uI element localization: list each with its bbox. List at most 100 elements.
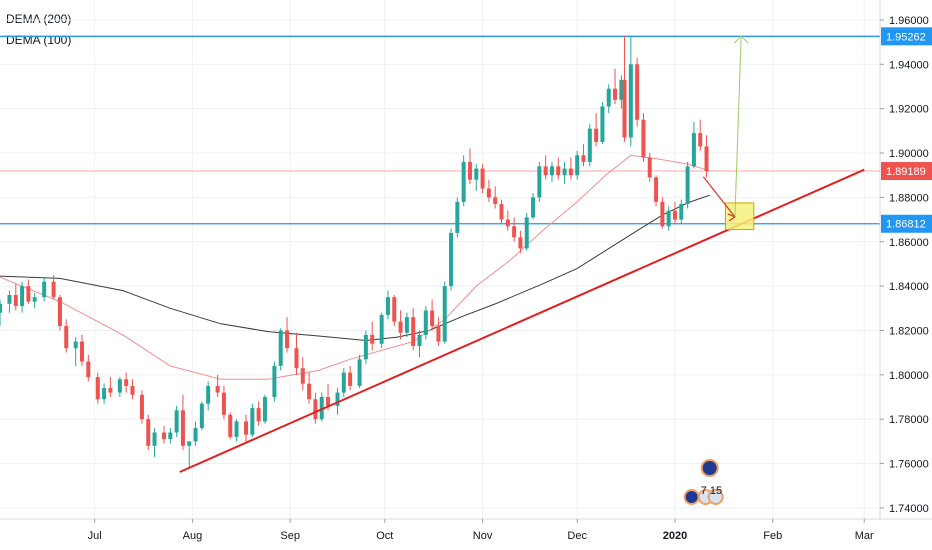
y-tick-label: 1.76000 [889, 459, 929, 471]
candle-body [7, 294, 12, 304]
candle-body [250, 408, 255, 435]
candle-body [152, 432, 157, 446]
candle-body [474, 168, 479, 180]
projection-arrow-up [734, 36, 742, 217]
arrowhead-up [733, 35, 749, 44]
candle-body [228, 414, 233, 437]
price-tag-support: 1.86812 [881, 214, 932, 233]
price-tag-resistance: 1.95262 [881, 27, 932, 46]
candle-body [206, 385, 211, 404]
projection-arrow-down [702, 176, 736, 218]
y-tick-label: 1.74000 [889, 503, 929, 515]
x-tick-label: Dec [567, 530, 587, 542]
candle-body [442, 286, 447, 342]
candle-body [307, 383, 312, 400]
candle-body [256, 408, 261, 422]
candle-body [543, 166, 548, 176]
candle-body [486, 188, 491, 198]
y-tick-label: 1.84000 [889, 281, 929, 293]
candle-body [512, 226, 517, 238]
candle-body [436, 326, 441, 342]
y-tick-label: 1.80000 [889, 370, 929, 382]
x-tick-label: Mar [855, 530, 874, 542]
candle-body [518, 237, 523, 249]
candle-body [704, 146, 709, 172]
y-tick-label: 1.94000 [889, 59, 929, 71]
candle-body [20, 286, 25, 307]
candle-body [146, 419, 151, 446]
candle-body [480, 168, 485, 189]
candle-body [628, 64, 633, 138]
candle-body [404, 317, 409, 333]
candle-body [654, 177, 659, 202]
candle-body [379, 314, 384, 344]
candle-body [64, 326, 69, 349]
candle-body [348, 372, 353, 386]
x-tick-label: Jul [88, 530, 102, 542]
candle-body [335, 392, 340, 406]
candle-body [531, 197, 536, 218]
candle-body [272, 365, 277, 398]
candle-body [562, 168, 567, 176]
candle-body [672, 210, 677, 220]
candle-body [130, 385, 135, 395]
candle-body [174, 410, 179, 433]
price-tag-last: 1.89189 [881, 162, 932, 181]
candle-body [660, 201, 665, 227]
y-tick-label: 1.90000 [889, 148, 929, 160]
candle-body [51, 281, 56, 298]
candle-body [635, 64, 640, 120]
candle-body [499, 204, 504, 220]
y-tick-label: 1.92000 [889, 104, 929, 116]
candle-body [698, 133, 703, 147]
candle-body [357, 359, 362, 386]
x-tick-label: Sep [280, 530, 300, 542]
candle-body [108, 388, 113, 393]
candle-body [679, 204, 684, 220]
candle-body [199, 403, 204, 429]
candle-body [13, 294, 18, 307]
candle-body [493, 197, 498, 205]
candle-body [102, 388, 107, 400]
candle-body [215, 385, 220, 393]
candle-body [423, 310, 428, 335]
candle-body [341, 372, 346, 393]
price-tag-last-bg [881, 162, 932, 181]
candle-body [587, 128, 592, 162]
candle-body [641, 119, 646, 158]
candle-body [568, 168, 573, 176]
candle-body [262, 397, 267, 422]
candle-body [461, 161, 466, 202]
candle-body [606, 88, 611, 107]
legend-dema-200[interactable]: DEMA (200) [6, 12, 72, 26]
candle-body [193, 428, 198, 442]
x-tick-label: Oct [376, 530, 393, 542]
candle-body [86, 361, 91, 378]
candle-body [411, 317, 416, 346]
support-trendline [179, 168, 865, 473]
y-tick-label: 1.96000 [889, 15, 929, 27]
candle-body [622, 79, 627, 138]
candle-body [162, 432, 167, 440]
candle-body [430, 310, 435, 327]
price-tag-support-text: 1.86812 [886, 219, 926, 231]
x-tick-label: Aug [183, 530, 203, 542]
candle-body [417, 334, 422, 346]
dema-200-line [0, 194, 710, 342]
candle-body [80, 341, 85, 362]
candle-body [57, 297, 62, 327]
candle-body [581, 155, 586, 162]
candle-body [647, 157, 652, 178]
dema-100-line [0, 154, 710, 380]
candle-body [467, 161, 472, 180]
candle-body [385, 297, 390, 315]
event-flag-icon [707, 489, 724, 505]
x-tick-label: 2020 [663, 530, 687, 542]
price-tag-resistance-bg [881, 27, 932, 46]
candle-body [32, 297, 37, 302]
candle-body [168, 432, 173, 440]
event-label: 7 15 [701, 485, 722, 497]
price-tag-resistance-text: 1.95262 [886, 31, 926, 43]
candle-body [600, 106, 605, 142]
